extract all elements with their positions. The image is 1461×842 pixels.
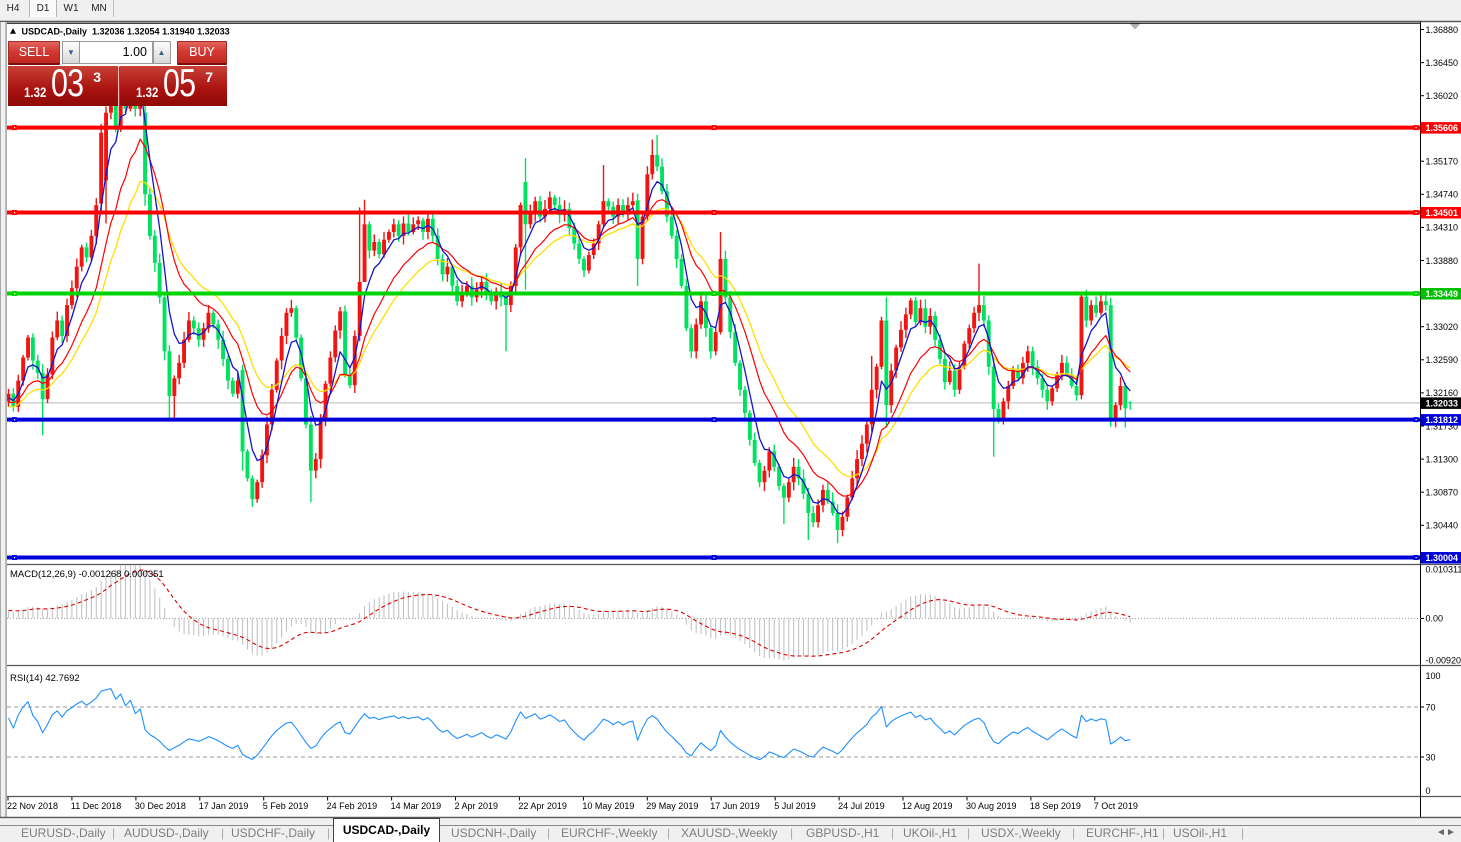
svg-text:0: 0	[1426, 786, 1431, 796]
svg-text:1.36450: 1.36450	[1426, 58, 1459, 68]
svg-text:-0.00920: -0.00920	[1426, 656, 1461, 666]
svg-text:22 Nov 2018: 22 Nov 2018	[7, 801, 58, 811]
svg-text:5 Jul 2019: 5 Jul 2019	[774, 801, 816, 811]
svg-text:1.36020: 1.36020	[1426, 91, 1459, 101]
svg-text:1.34310: 1.34310	[1426, 223, 1459, 233]
svg-text:1.32160: 1.32160	[1426, 388, 1459, 398]
svg-text:1.32590: 1.32590	[1426, 355, 1459, 365]
svg-text:MACD(12,26,9) -0.001268 0.0003: MACD(12,26,9) -0.001268 0.000351	[10, 569, 164, 580]
svg-text:0.010311: 0.010311	[1426, 565, 1461, 575]
svg-text:29 May 2019: 29 May 2019	[646, 801, 698, 811]
svg-text:1.35606: 1.35606	[1426, 123, 1459, 133]
svg-text:USDCAD-,Daily: USDCAD-,Daily	[22, 27, 88, 37]
svg-text:30 Aug 2019: 30 Aug 2019	[966, 801, 1017, 811]
svg-text:RSI(14) 42.7692: RSI(14) 42.7692	[10, 673, 80, 684]
svg-text:1.33880: 1.33880	[1426, 256, 1459, 266]
svg-text:11 Dec 2018: 11 Dec 2018	[71, 801, 121, 811]
svg-text:1.33020: 1.33020	[1426, 322, 1459, 332]
svg-text:1.32033: 1.32033	[1426, 398, 1459, 408]
svg-text:1.31730: 1.31730	[1426, 421, 1459, 431]
svg-text:1.30870: 1.30870	[1426, 488, 1459, 498]
svg-text:24 Feb 2019: 24 Feb 2019	[327, 801, 378, 811]
svg-text:24 Jul 2019: 24 Jul 2019	[838, 801, 885, 811]
svg-text:17 Jun 2019: 17 Jun 2019	[710, 801, 760, 811]
svg-text:7 Oct 2019: 7 Oct 2019	[1094, 801, 1138, 811]
svg-text:12 Aug 2019: 12 Aug 2019	[902, 801, 953, 811]
svg-text:1.31812: 1.31812	[1426, 415, 1459, 425]
svg-text:30: 30	[1426, 753, 1436, 763]
svg-text:1.30440: 1.30440	[1426, 521, 1459, 531]
svg-text:5 Feb 2019: 5 Feb 2019	[263, 801, 309, 811]
svg-text:14 Mar 2019: 14 Mar 2019	[391, 801, 442, 811]
svg-text:1.31300: 1.31300	[1426, 454, 1459, 464]
svg-text:1.34740: 1.34740	[1426, 190, 1459, 200]
svg-text:22 Apr 2019: 22 Apr 2019	[518, 801, 567, 811]
svg-text:0.00: 0.00	[1426, 614, 1444, 624]
svg-text:1.35170: 1.35170	[1426, 157, 1459, 167]
svg-text:1.33449: 1.33449	[1426, 289, 1459, 299]
svg-text:17 Jan 2019: 17 Jan 2019	[199, 801, 249, 811]
svg-text:10 May 2019: 10 May 2019	[582, 801, 634, 811]
svg-text:1.36880: 1.36880	[1426, 25, 1459, 35]
svg-text:2 Apr 2019: 2 Apr 2019	[455, 801, 499, 811]
svg-text:1.32036 1.32054 1.31940 1.3203: 1.32036 1.32054 1.31940 1.32033	[92, 27, 230, 37]
svg-text:70: 70	[1426, 703, 1436, 713]
svg-text:30 Dec 2018: 30 Dec 2018	[135, 801, 186, 811]
svg-text:18 Sep 2019: 18 Sep 2019	[1030, 801, 1081, 811]
svg-text:1.34501: 1.34501	[1426, 208, 1459, 218]
svg-text:100: 100	[1426, 671, 1441, 681]
svg-text:1.30004: 1.30004	[1426, 553, 1459, 563]
